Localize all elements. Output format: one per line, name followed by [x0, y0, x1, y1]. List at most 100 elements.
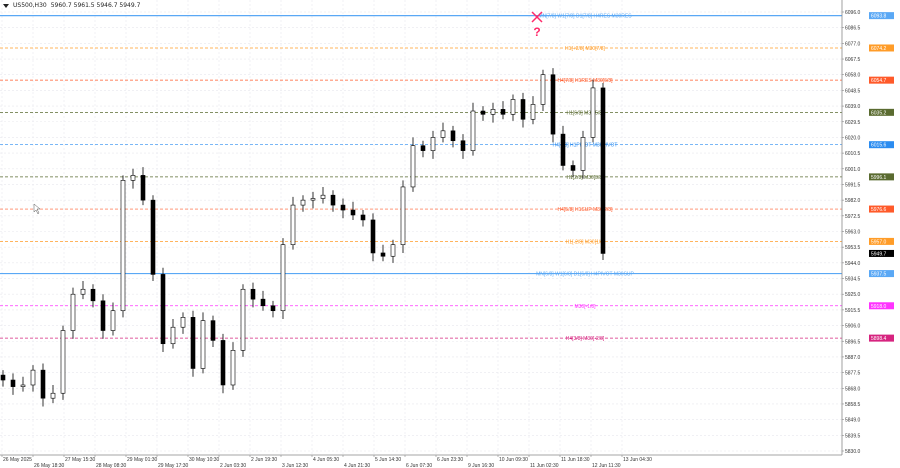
candle-body [140, 175, 146, 201]
level-price-tag: 5918.0 [871, 304, 887, 310]
candle-body [390, 244, 396, 257]
candle-body [280, 244, 286, 312]
candle-body [80, 288, 86, 295]
y-tick-label: 5896.5 [845, 339, 861, 345]
candle-body [270, 305, 276, 312]
candle-body [20, 384, 26, 387]
y-tick-label: 5925.0 [845, 292, 861, 298]
candle-body [290, 204, 296, 246]
x-tick-label: 11 Jun 18:30 [561, 457, 590, 463]
x-tick-label: 26 May 18:30 [34, 463, 65, 468]
candle-body [120, 180, 126, 312]
candle-body [520, 99, 526, 120]
x-tick-label: 5 Jun 14:30 [375, 457, 401, 463]
y-tick-label: 6001.0 [845, 167, 861, 173]
candle-body [470, 110, 476, 151]
level-price-tag-bg [869, 237, 894, 245]
y-tick-label: 5877.5 [845, 371, 861, 377]
level-price-tag-bg [869, 270, 894, 278]
y-tick-label: 6058.0 [845, 73, 861, 79]
candle-body [260, 298, 266, 307]
y-tick-label: 5991.5 [845, 182, 861, 188]
x-tick-label: 9 Jun 16:30 [468, 463, 494, 468]
level-price-tag-bg [869, 44, 894, 52]
x-tick-label: 4 Jun 05:30 [313, 457, 339, 463]
y-tick-label: 5915.5 [845, 308, 861, 314]
candle-body [440, 130, 446, 138]
level-price-tag: 5957.0 [871, 239, 887, 245]
candle-body [320, 194, 326, 199]
candle-body [480, 110, 486, 115]
level-price-tag: 5976.6 [871, 207, 887, 213]
ohlc-label: 5960.7 5961.5 5946.7 5949.7 [50, 2, 141, 9]
candle-body [380, 252, 386, 257]
y-tick-label: 6067.5 [845, 57, 861, 63]
y-tick-label: 5839.5 [845, 433, 861, 439]
level-label: MN[6/8] W1[6/8] D1[6/8] H4PIVOT M30SUP [536, 272, 634, 278]
y-tick-label: 5830.0 [845, 449, 861, 455]
candle-body [30, 369, 36, 386]
candle-body [10, 379, 16, 387]
candle-body [190, 317, 196, 369]
current-price-tag-bg [869, 249, 894, 257]
candle-body [330, 194, 336, 206]
x-tick-label: 2 Jun 19:30 [251, 457, 277, 463]
candle-body [90, 288, 96, 302]
level-price-tag-bg [869, 173, 894, 181]
x-tick-label: 6 Jun 07:30 [406, 463, 432, 468]
candle-body [590, 87, 596, 138]
x-tick-label: 26 May 2025 [3, 457, 32, 463]
level-label: H1[+2/8] M30[7/8] [565, 46, 605, 52]
level-price-tag: 6035.2 [871, 110, 887, 116]
candle-body [110, 310, 116, 331]
dropdown-triangle-icon[interactable] [3, 3, 9, 8]
y-tick-label: 5953.5 [845, 245, 861, 251]
y-tick-label: 5934.5 [845, 277, 861, 283]
candle-body [490, 109, 496, 115]
cross-icon [531, 11, 543, 23]
y-tick-label: 6020.0 [845, 135, 861, 141]
x-tick-label: 11 Jun 02:30 [530, 463, 559, 468]
x-tick-label: 29 May 01:30 [127, 457, 158, 463]
candle-body [100, 300, 106, 331]
candle-body [430, 137, 436, 151]
level-label: MN[7/8] W1[7/8] D1[7/8] H4RES M30RES [538, 14, 632, 20]
level-label: H1[2/8] M30[3/8] [567, 175, 605, 181]
level-price-tag-bg [869, 76, 894, 84]
candle-body [420, 145, 426, 151]
candle-body [40, 369, 46, 399]
y-tick-label: 5858.5 [845, 402, 861, 408]
level-price-tag-bg [869, 302, 894, 310]
candle-body [510, 99, 516, 115]
candle-body [600, 87, 606, 254]
candle-body [50, 392, 56, 399]
candle-body [540, 74, 546, 105]
level-label: H1[-2/8] M30[1/8] [566, 239, 605, 245]
y-tick-label: 6039.0 [845, 104, 861, 110]
level-label: H4[7/8] H1RES M30[6/8] [557, 78, 613, 84]
candle-body [350, 209, 356, 216]
mouse-cursor-icon [33, 203, 41, 215]
candle-body [580, 137, 586, 171]
candle-body [370, 219, 376, 254]
x-tick-label: 3 Jun 12:30 [282, 463, 308, 468]
candle-body [210, 320, 216, 341]
x-tick-label: 12 Jun 11:30 [592, 463, 621, 468]
level-price-tag: 5996.1 [871, 175, 887, 181]
candle-body [340, 204, 346, 211]
x-tick-label: 6 Jun 23:30 [437, 457, 463, 463]
candle-body [130, 175, 136, 181]
candle-body [550, 74, 556, 135]
y-tick-label: 6077.0 [845, 41, 861, 47]
level-price-tag: 6093.8 [871, 14, 887, 20]
x-tick-label: 28 May 08:30 [96, 463, 127, 468]
candle-body [200, 320, 206, 369]
level-label: H1[6/8] M30[5/8] [567, 110, 605, 116]
candle-body [400, 186, 406, 246]
candle-body [150, 199, 156, 275]
level-price-tag-bg [869, 141, 894, 149]
y-tick-label: 5963.0 [845, 230, 861, 236]
level-price-tag: 6054.7 [871, 78, 887, 84]
candle-body [410, 145, 416, 188]
